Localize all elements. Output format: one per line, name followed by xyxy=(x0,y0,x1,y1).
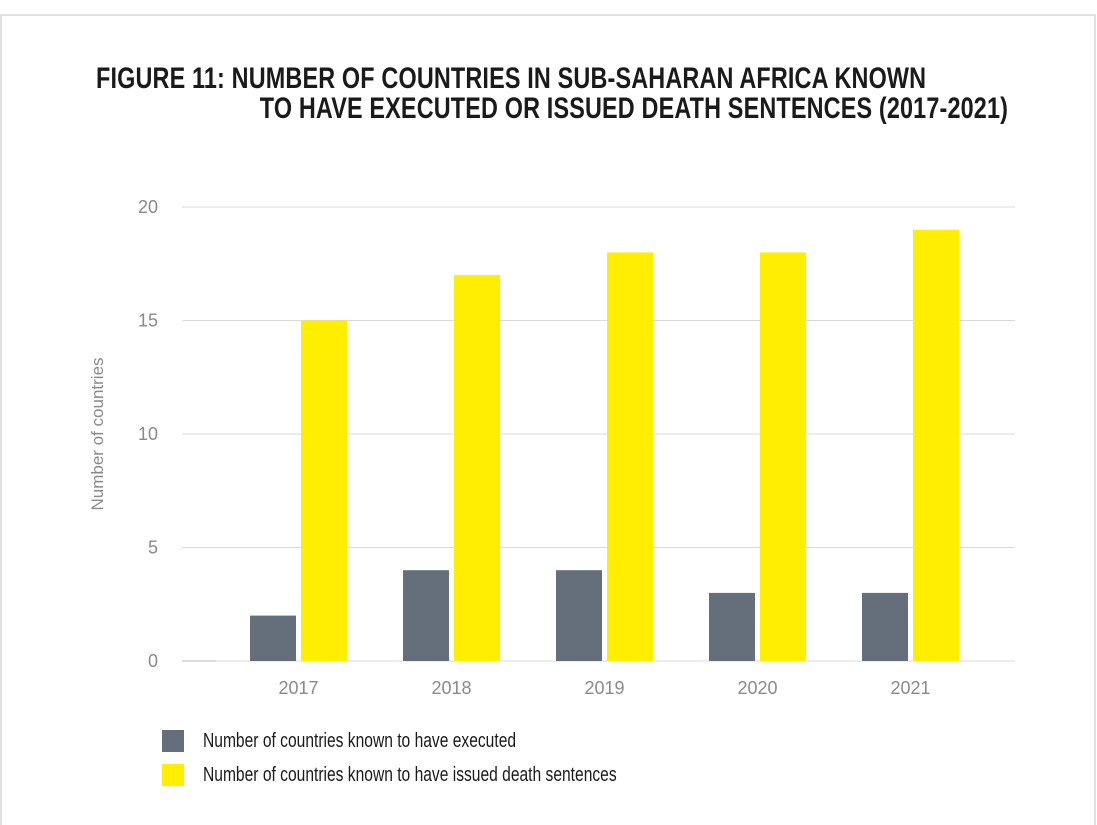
figure-frame xyxy=(0,14,1096,825)
bar-executed-2017 xyxy=(250,615,296,661)
x-tick-label: 2017 xyxy=(278,678,318,698)
legend-label-executed: Number of countries known to have execut… xyxy=(203,729,517,752)
y-tick-label: 10 xyxy=(138,424,158,444)
chart-legend: Number of countries known to have execut… xyxy=(162,730,733,798)
bar-death-sentences-2018 xyxy=(454,275,500,661)
legend-swatch-executed xyxy=(162,730,184,752)
figure-title-line-1: FIGURE 11: NUMBER OF COUNTRIES IN SUB-SA… xyxy=(96,62,927,95)
legend-swatch-death-sentences xyxy=(162,764,184,786)
bar-executed-2020 xyxy=(709,592,755,661)
bar-executed-2021 xyxy=(862,592,908,661)
bar-death-sentences-2021 xyxy=(913,229,959,661)
bar-death-sentences-2019 xyxy=(607,252,653,661)
figure-title-line-2: TO HAVE EXECUTED OR ISSUED DEATH SENTENC… xyxy=(259,92,1009,125)
bar-executed-2019 xyxy=(556,570,602,661)
x-tick-label: 2021 xyxy=(890,678,930,698)
legend-item-executed: Number of countries known to have execut… xyxy=(162,730,733,752)
x-tick-label: 2020 xyxy=(737,678,777,698)
figure-title: FIGURE 11: NUMBER OF COUNTRIES IN SUB-SA… xyxy=(96,64,1008,124)
y-tick-label: 15 xyxy=(138,311,158,331)
y-tick-label: 0 xyxy=(148,651,158,671)
bar-death-sentences-2017 xyxy=(301,320,347,661)
bar-death-sentences-2020 xyxy=(760,252,806,661)
x-tick-label: 2018 xyxy=(431,678,471,698)
x-tick-label: 2019 xyxy=(584,678,624,698)
y-axis-label: Number of countries xyxy=(88,357,107,510)
bar-executed-2018 xyxy=(403,570,449,661)
y-tick-label: 20 xyxy=(138,197,158,217)
legend-item-death-sentences: Number of countries known to have issued… xyxy=(162,764,733,786)
y-tick-label: 5 xyxy=(148,538,158,558)
legend-label-death-sentences: Number of countries known to have issued… xyxy=(203,763,617,786)
